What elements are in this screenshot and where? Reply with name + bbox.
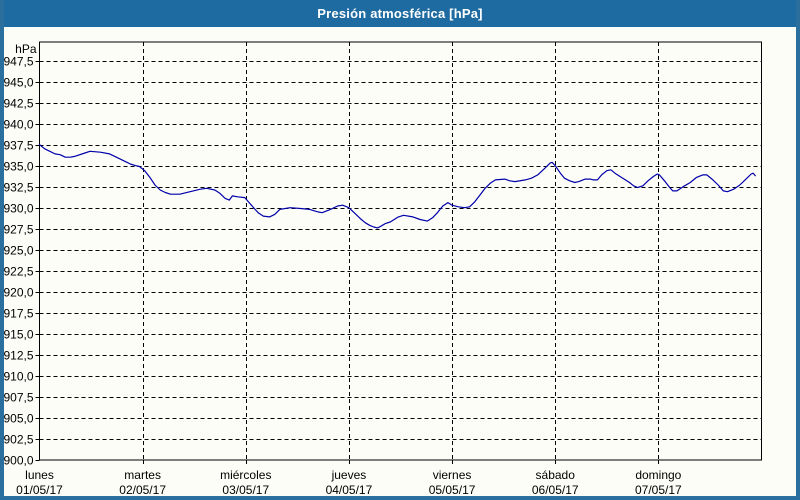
x-day-name-label: miércoles [220,468,271,482]
y-tick-label: 940,0 [4,118,34,132]
y-tick-label: 945,0 [4,76,34,90]
x-day-date-label: 02/05/17 [119,483,166,496]
x-day-date-label: 07/05/17 [635,483,682,496]
x-day-date-label: 06/05/17 [532,483,579,496]
x-day-date-label: 05/05/17 [429,483,476,496]
y-tick-label: 902,5 [4,433,34,447]
chart-svg: 900,0 902,5 905,0 907,5 910,0 912,5 915,0 917,5… [3,41,762,497]
y-tick-label: 915,0 [4,328,34,342]
y-tick-label: 932,5 [4,181,34,195]
y-tick-label: 942,5 [4,97,34,111]
x-day-date-label: 03/05/17 [222,483,269,496]
x-day-name-label: jueves [331,468,367,482]
y-tick-label: 930,0 [4,202,34,216]
x-day-name-label: lunes [25,468,54,482]
x-day-name-label: viernes [433,468,472,482]
x-day-name-label: sábado [536,468,576,482]
x-day-name-label: martes [124,468,161,482]
y-tick-label: 935,0 [4,160,34,174]
chart-title-bar: Presión atmosférica [hPa] [0,0,800,27]
plot-border [39,41,762,461]
y-tick-label: 912,5 [4,349,34,363]
chart-area: 900,0 902,5 905,0 907,5 910,0 912,5 915,0 917,5… [3,27,796,497]
y-tick-label: 927,5 [4,223,34,237]
y-tick-label: 907,5 [4,391,34,405]
y-tick-label: 937,5 [4,139,34,153]
pressure-line [38,144,756,229]
y-axis-unit-label: hPa [15,42,37,56]
x-day-name-label: domingo [635,468,681,482]
y-tick-label: 922,5 [4,265,34,279]
x-day-date-label: 04/05/17 [326,483,373,496]
x-day-date-label: 01/05/17 [16,483,63,496]
y-tick-label: 917,5 [4,307,34,321]
y-tick-label: 925,0 [4,244,34,258]
chart-title: Presión atmosférica [hPa] [317,6,483,21]
y-tick-label: 905,0 [4,412,34,426]
y-tick-label: 947,5 [4,55,34,69]
y-tick-label: 910,0 [4,370,34,384]
y-tick-label: 900,0 [4,454,34,468]
y-tick-label: 920,0 [4,286,34,300]
